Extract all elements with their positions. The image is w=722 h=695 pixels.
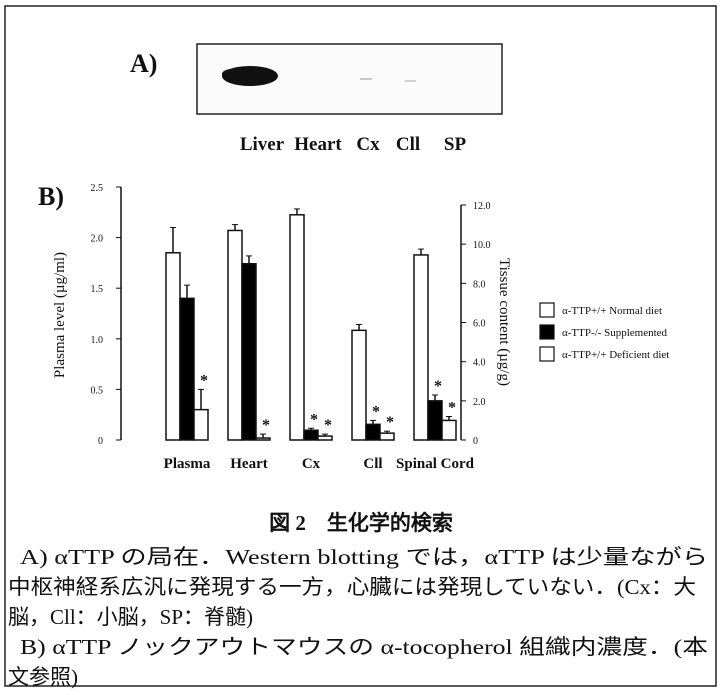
y-tick-label: 1.5 xyxy=(91,284,104,295)
bar xyxy=(366,424,380,440)
significance-mark: * xyxy=(372,403,380,420)
legend-swatch xyxy=(540,347,554,361)
panel-b-label: B) xyxy=(38,182,64,211)
x-tick-label: Plasma xyxy=(164,456,211,472)
legend-label: α-TTP-/- Supplemented xyxy=(562,327,668,339)
bar xyxy=(442,420,456,440)
legend-label: α-TTP+/+ Normal diet xyxy=(562,305,662,317)
y-tick-label: 2.5 xyxy=(91,183,104,194)
y2-axis-title: Tissue content (µg/g) xyxy=(496,258,512,386)
lane-label: Liver xyxy=(240,134,285,155)
caption-line: A) αTTP の局在．Western blotting では，αTTP は少量… xyxy=(20,545,708,569)
bar xyxy=(290,215,304,440)
y2-tick-label: 10.0 xyxy=(473,240,491,251)
legend-label: α-TTP+/+ Deficient diet xyxy=(562,349,669,361)
y2-tick-label: 2.0 xyxy=(473,397,486,408)
x-tick-label: Cx xyxy=(302,456,321,472)
legend-swatch xyxy=(540,325,554,339)
caption-line: 文参照) xyxy=(8,665,78,689)
bar xyxy=(180,298,194,440)
significance-mark: * xyxy=(200,372,208,389)
lane-label: SP xyxy=(444,134,467,155)
caption-line: B) αTTP ノックアウトマウスの α-tocopherol 組織内濃度．(本 xyxy=(20,635,708,659)
caption-line: 脳，Cll：小脳，SP：脊髄) xyxy=(8,605,253,629)
bar xyxy=(380,433,394,440)
figure: A) Liver Heart Cx Cll SP B) Plasma level (µg… xyxy=(0,0,722,690)
x-tick-label: Heart xyxy=(230,456,267,472)
y-axis-title: Plasma level (µg/ml) xyxy=(52,252,68,378)
bar xyxy=(166,253,180,440)
y2-tick-label: 8.0 xyxy=(473,279,486,290)
blot-band xyxy=(222,69,242,79)
x-tick-label: Cll xyxy=(363,456,382,472)
bar xyxy=(242,264,256,440)
panel-a-label: A) xyxy=(130,49,157,78)
y-tick-label: 1.0 xyxy=(91,335,104,346)
lane-label: Cx xyxy=(356,134,380,155)
y2-tick-label: 12.0 xyxy=(473,201,491,212)
y2-tick-label: 4.0 xyxy=(473,358,486,369)
significance-mark: * xyxy=(262,417,270,434)
lane-label: Heart xyxy=(294,134,342,155)
bar xyxy=(318,436,332,440)
bar xyxy=(194,410,208,440)
caption-line: 中枢神経系広汎に発現する一方，心臓には発現していない．(Cx：大 xyxy=(8,575,696,599)
significance-mark: * xyxy=(386,414,394,431)
bar xyxy=(256,438,270,440)
y-tick-label: 0 xyxy=(98,436,103,447)
y2-tick-label: 6.0 xyxy=(473,319,486,330)
y-tick-label: 2.0 xyxy=(91,234,104,245)
x-tick-label: Spinal Cord xyxy=(396,456,475,472)
bar xyxy=(228,230,242,440)
significance-mark: * xyxy=(310,411,318,428)
y-tick-label: 0.5 xyxy=(91,385,104,396)
significance-mark: * xyxy=(448,400,456,417)
bar xyxy=(414,255,428,440)
legend-swatch xyxy=(540,303,554,317)
lane-label: Cll xyxy=(396,134,420,155)
y2-tick-label: 0 xyxy=(473,436,478,447)
bar xyxy=(428,401,442,440)
significance-mark: * xyxy=(434,378,442,395)
caption-title: 図 2 生化学的検索 xyxy=(269,511,453,535)
significance-mark: * xyxy=(324,417,332,434)
bar xyxy=(304,430,318,440)
bar xyxy=(352,330,366,440)
